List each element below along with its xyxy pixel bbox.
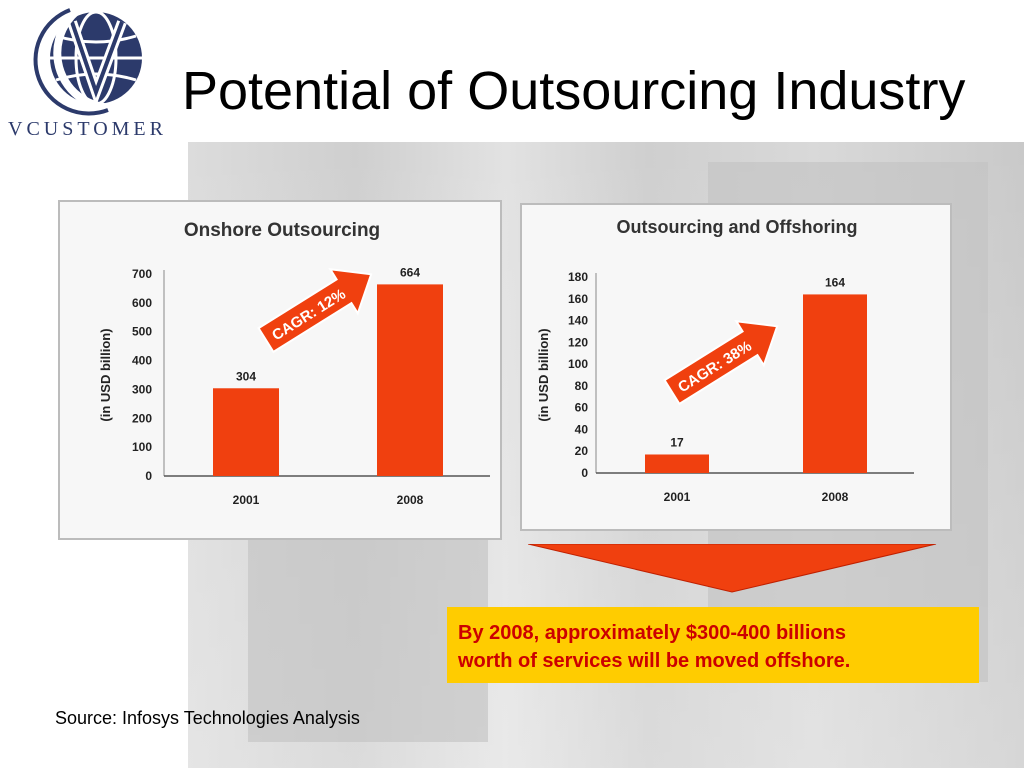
bar-value-label: 664 — [400, 265, 420, 279]
offshoring-chart-svg: Outsourcing and Offshoring (in USD billio… — [536, 217, 914, 504]
y-tick-label: 500 — [132, 325, 152, 339]
y-tick-label: 120 — [568, 335, 588, 349]
y-tick-label: 200 — [132, 411, 152, 425]
cagr-arrow-shape — [663, 319, 779, 406]
y-axis-label: (in USD billion) — [536, 328, 551, 421]
chart-title: Onshore Outsourcing — [184, 220, 380, 241]
source-note: Source: Infosys Technologies Analysis — [55, 708, 360, 728]
callout-line-1: By 2008, approximately $300-400 billions — [458, 622, 846, 644]
y-tick-label: 700 — [132, 267, 152, 281]
bar-value-label: 164 — [825, 275, 845, 289]
y-tick-label: 0 — [145, 469, 152, 483]
bar-2008 — [377, 284, 443, 476]
y-tick-label: 20 — [575, 444, 589, 458]
y-tick-label: 600 — [132, 296, 152, 310]
y-tick-label: 40 — [575, 422, 589, 436]
x-tick-label: 2001 — [233, 493, 260, 507]
y-tick-label: 180 — [568, 270, 588, 284]
cagr-arrow: CAGR: 38% — [663, 319, 779, 406]
y-tick-label: 60 — [575, 401, 589, 415]
x-tick-label: 2001 — [664, 490, 691, 504]
cagr-arrow-shape — [257, 267, 373, 354]
y-tick-label: 400 — [132, 354, 152, 368]
y-tick-label: 0 — [581, 466, 588, 480]
x-tick-label: 2008 — [822, 490, 849, 504]
y-tick-label: 100 — [568, 357, 588, 371]
onshore-chart-svg: Onshore Outsourcing (in USD billion) 0 100 2… — [98, 220, 490, 507]
bar-2001 — [213, 388, 279, 476]
x-tick-label: 2008 — [397, 493, 424, 507]
y-tick-label: 140 — [568, 314, 588, 328]
down-arrow-triangle — [528, 544, 937, 593]
bar-2008 — [803, 294, 867, 473]
y-axis-label: (in USD billion) — [98, 328, 113, 421]
bar-2001 — [645, 454, 709, 473]
bar-value-label: 17 — [670, 435, 684, 449]
callout-box: By 2008, approximately $300-400 billions… — [447, 607, 979, 683]
callout-line-2: worth of services will be moved offshore… — [458, 650, 851, 672]
globe-logo-icon — [33, 2, 143, 116]
bar-value-label: 304 — [236, 369, 256, 383]
y-tick-label: 300 — [132, 382, 152, 396]
y-tick-label: 100 — [132, 440, 152, 454]
y-tick-label: 80 — [575, 379, 589, 393]
onshore-outsourcing-chart: Onshore Outsourcing (in USD billion) 0 100 2… — [58, 200, 502, 540]
logo-wordmark: VCUSTOMER — [8, 118, 167, 140]
y-tick-label: 160 — [568, 292, 588, 306]
outsourcing-offshoring-chart: Outsourcing and Offshoring (in USD billio… — [520, 203, 952, 531]
vcustomer-logo: VCUSTOMER — [0, 0, 185, 140]
chart-title: Outsourcing and Offshoring — [617, 217, 858, 237]
page-title: Potential of Outsourcing Industry — [182, 61, 966, 121]
cagr-arrow: CAGR: 12% — [257, 267, 373, 354]
